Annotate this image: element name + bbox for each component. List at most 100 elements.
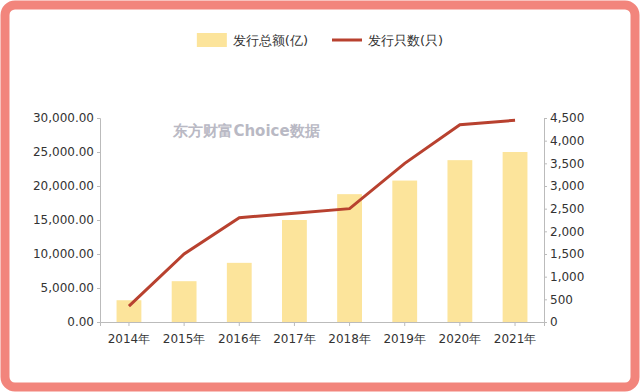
bar <box>392 181 417 322</box>
tick-mark <box>97 152 100 153</box>
tick: 0.00 <box>67 315 100 329</box>
tick: 2021年 <box>494 322 537 346</box>
tick-mark <box>544 231 547 232</box>
tick-mark <box>97 288 100 289</box>
tick: 2,500 <box>544 202 584 216</box>
tick-mark <box>544 299 547 300</box>
bar <box>227 263 252 322</box>
bar <box>172 281 197 322</box>
tick-label: 2,000 <box>550 225 584 239</box>
tick-label: 20,000.00 <box>33 179 94 193</box>
tick-label: 15,000.00 <box>33 213 94 227</box>
legend: 发行总额(亿) 发行只数(只) <box>197 33 443 48</box>
tick: 2020年 <box>439 322 482 346</box>
tick-label: 2021年 <box>494 332 537 346</box>
tick-label: 1,000 <box>550 270 584 284</box>
tick: 3,000 <box>544 179 584 193</box>
tick-mark <box>184 322 185 326</box>
y2-axis: 0 500 1,000 1,500 2,000 2,500 3,000 3,500 4,000 4… <box>544 111 584 329</box>
tick-mark <box>97 254 100 255</box>
tick-label: 2015年 <box>163 332 206 346</box>
tick-mark <box>128 322 129 326</box>
tick-mark <box>294 322 295 326</box>
tick-mark <box>544 141 547 142</box>
tick-mark <box>97 118 100 119</box>
line <box>129 120 515 306</box>
tick-mark <box>544 118 547 119</box>
axis-line <box>545 119 548 323</box>
tick: 2017年 <box>273 322 316 346</box>
tick-label: 2014年 <box>108 332 151 346</box>
tick: 20,000.00 <box>33 179 100 193</box>
bar <box>503 152 528 322</box>
bar <box>117 300 142 322</box>
tick: 5,000.00 <box>41 281 100 295</box>
tick-label: 3,500 <box>550 157 584 171</box>
tick: 2018年 <box>328 322 371 346</box>
tick-mark <box>239 322 240 326</box>
tick-mark <box>97 220 100 221</box>
tick-label: 30,000.00 <box>33 111 94 125</box>
tick-mark <box>544 277 547 278</box>
legend-item: 发行总额(亿) <box>197 33 308 48</box>
tick: 0 <box>544 315 558 329</box>
bar <box>282 220 307 322</box>
tick: 15,000.00 <box>33 213 100 227</box>
tick-label: 3,000 <box>550 179 584 193</box>
legend-swatch <box>332 39 362 42</box>
bar <box>337 194 362 322</box>
tick-label: 500 <box>550 293 573 307</box>
tick-label: 2018年 <box>328 332 371 346</box>
tick: 2016年 <box>218 322 261 346</box>
tick: 2,000 <box>544 225 584 239</box>
tick: 1,500 <box>544 247 584 261</box>
axis-line <box>101 323 545 327</box>
tick-label: 10,000.00 <box>33 247 94 261</box>
tick: 4,000 <box>544 134 584 148</box>
tick: 10,000.00 <box>33 247 100 261</box>
chart: 东方财富Choice数据2014年2015年2016年2017年2018年201… <box>0 0 640 392</box>
tick: 500 <box>544 293 573 307</box>
tick-label: 0 <box>550 315 558 329</box>
tick-mark <box>97 322 100 323</box>
tick-label: 2,500 <box>550 202 584 216</box>
tick: 4,500 <box>544 111 584 125</box>
y-axis: 0.00 5,000.00 10,000.00 15,000.00 20,000.00 2… <box>33 111 101 329</box>
tick-label: 2020年 <box>439 332 482 346</box>
watermark: 东方财富Choice数据 <box>172 122 319 140</box>
frame <box>5 5 635 387</box>
tick-label: 4,500 <box>550 111 584 125</box>
legend-label: 发行总额(亿) <box>233 33 308 48</box>
tick-label: 2019年 <box>383 332 426 346</box>
tick: 30,000.00 <box>33 111 100 125</box>
bar <box>447 160 472 322</box>
tick-label: 1,500 <box>550 247 584 261</box>
tick: 1,000 <box>544 270 584 284</box>
tick: 2015年 <box>163 322 206 346</box>
tick-mark <box>544 209 547 210</box>
legend-swatch <box>197 33 227 47</box>
x-axis: 2014年 2015年 2016年 2017年 2018年 2019年 2020年 2021年 <box>101 322 545 346</box>
legend-label: 发行只数(只) <box>368 33 443 48</box>
tick-mark <box>544 254 547 255</box>
tick: 2019年 <box>383 322 426 346</box>
tick-mark <box>404 322 405 326</box>
tick-mark <box>459 322 460 326</box>
tick-mark <box>515 322 516 326</box>
tick-label: 25,000.00 <box>33 145 94 159</box>
axis-line <box>97 119 101 323</box>
tick-mark <box>544 322 547 323</box>
tick-mark <box>97 186 100 187</box>
tick-mark <box>349 322 350 326</box>
tick-mark <box>544 186 547 187</box>
tick-label: 2017年 <box>273 332 316 346</box>
tick-mark <box>544 163 547 164</box>
legend-item: 发行只数(只) <box>332 33 443 48</box>
tick: 2014年 <box>108 322 151 346</box>
plot-area <box>117 120 528 322</box>
tick-label: 5,000.00 <box>41 281 94 295</box>
tick: 3,500 <box>544 157 584 171</box>
tick-label: 0.00 <box>67 315 94 329</box>
tick: 25,000.00 <box>33 145 100 159</box>
tick-label: 4,000 <box>550 134 584 148</box>
